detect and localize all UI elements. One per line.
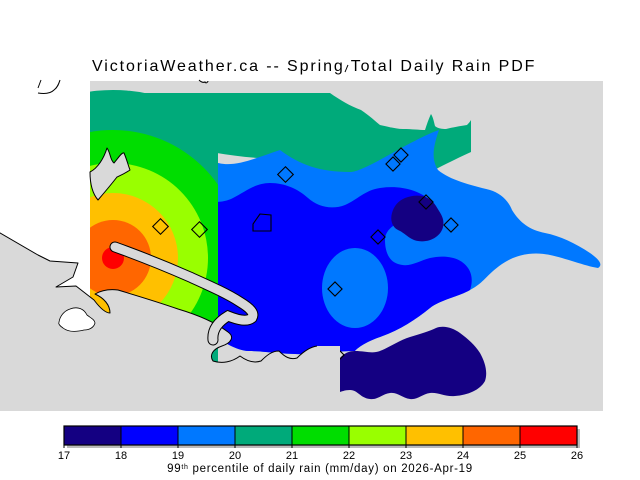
svg-text:24: 24 [457,450,469,462]
svg-text:25: 25 [514,450,526,462]
svg-text:18: 18 [115,450,127,462]
svg-text:23: 23 [400,450,412,462]
svg-text:21: 21 [286,450,298,462]
svg-text:19: 19 [172,450,184,462]
svg-text:26: 26 [571,450,583,462]
svg-text:99th percentile of daily rain: 99th percentile of daily rain (mm/day) o… [167,463,473,475]
svg-text:VictoriaWeather.ca -- Spring T: VictoriaWeather.ca -- Spring Total Daily… [92,58,536,75]
svg-text:17: 17 [58,450,70,462]
svg-text:22: 22 [343,450,355,462]
svg-text:20: 20 [229,450,241,462]
